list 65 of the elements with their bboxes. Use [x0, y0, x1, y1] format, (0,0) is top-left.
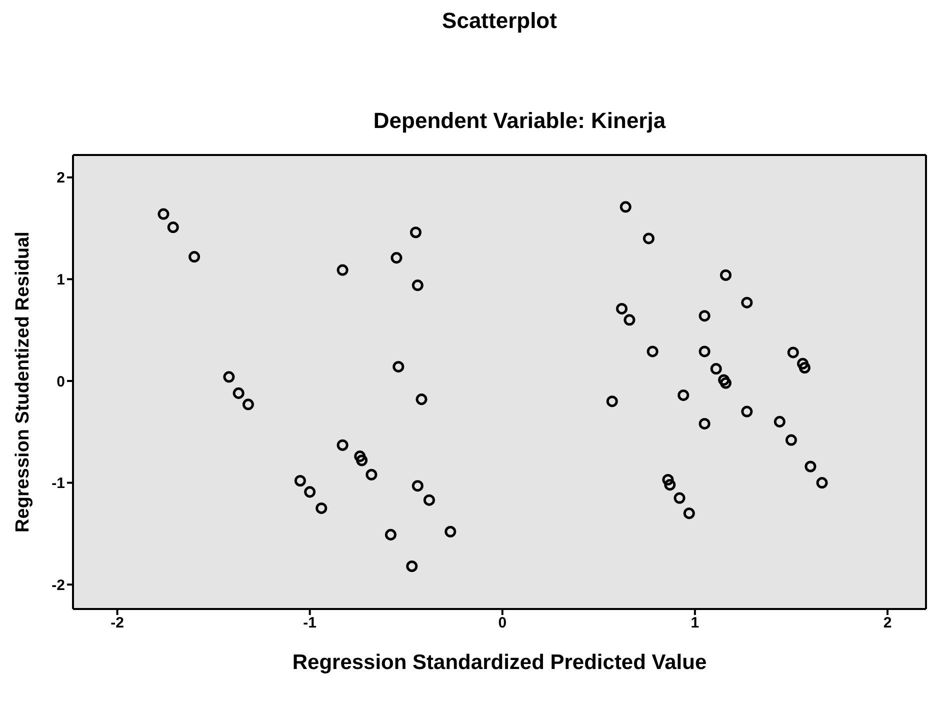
- point: [242, 398, 254, 410]
- point: [698, 346, 710, 358]
- point: [698, 418, 710, 430]
- point: [741, 406, 753, 418]
- y-tick-label: 1: [56, 272, 65, 289]
- point: [710, 363, 722, 375]
- point: [354, 450, 366, 462]
- point: [336, 439, 348, 451]
- point: [392, 360, 404, 372]
- point: [646, 346, 658, 358]
- point: [304, 486, 316, 498]
- point: [336, 264, 348, 276]
- point: [798, 362, 810, 374]
- point: [620, 201, 632, 213]
- point: [787, 346, 799, 358]
- point: [674, 492, 686, 504]
- chart-subtitle: Dependent Variable: Kinerja: [372, 108, 667, 134]
- point: [624, 314, 636, 326]
- x-tick-label: 1: [690, 614, 700, 632]
- point: [683, 508, 695, 520]
- point: [642, 232, 654, 244]
- point: [444, 526, 456, 538]
- point: [718, 374, 730, 386]
- point: [664, 479, 676, 491]
- point: [416, 394, 428, 406]
- y-tick-label: -1: [52, 475, 65, 492]
- point: [720, 377, 732, 389]
- point: [720, 269, 732, 281]
- point: [294, 474, 306, 486]
- point: [384, 528, 396, 540]
- point: [804, 460, 816, 472]
- x-tick-label: 2: [883, 614, 892, 632]
- y-tick-label: -2: [52, 576, 65, 594]
- point: [412, 480, 424, 492]
- point: [423, 494, 435, 506]
- point: [316, 502, 328, 514]
- point: [412, 280, 424, 292]
- chart-title: Scatterplot: [441, 8, 558, 34]
- y-tick-label: 2: [56, 170, 65, 187]
- x-tick-label: -2: [110, 614, 124, 632]
- point: [188, 251, 200, 263]
- x-axis-title: Regression Standardized Predicted Value: [292, 651, 707, 674]
- point: [785, 434, 797, 446]
- x-tick-label: 0: [498, 614, 507, 632]
- point: [167, 222, 179, 234]
- point: [232, 387, 244, 399]
- y-axis-title: Regression Studentized Residual: [12, 232, 34, 532]
- point: [774, 416, 786, 428]
- point: [356, 454, 368, 466]
- point: [816, 477, 828, 489]
- point: [606, 396, 618, 408]
- point: [616, 302, 628, 314]
- point: [366, 468, 378, 480]
- point: [698, 310, 710, 322]
- y-tick-label: 0: [56, 373, 65, 390]
- point: [390, 252, 402, 264]
- point: [223, 371, 235, 383]
- x-tick-label: -1: [303, 614, 317, 632]
- point: [406, 560, 418, 572]
- point: [158, 208, 170, 220]
- point: [410, 226, 422, 238]
- point: [678, 389, 690, 401]
- point: [741, 296, 753, 308]
- point: [662, 474, 674, 486]
- point: [797, 358, 809, 370]
